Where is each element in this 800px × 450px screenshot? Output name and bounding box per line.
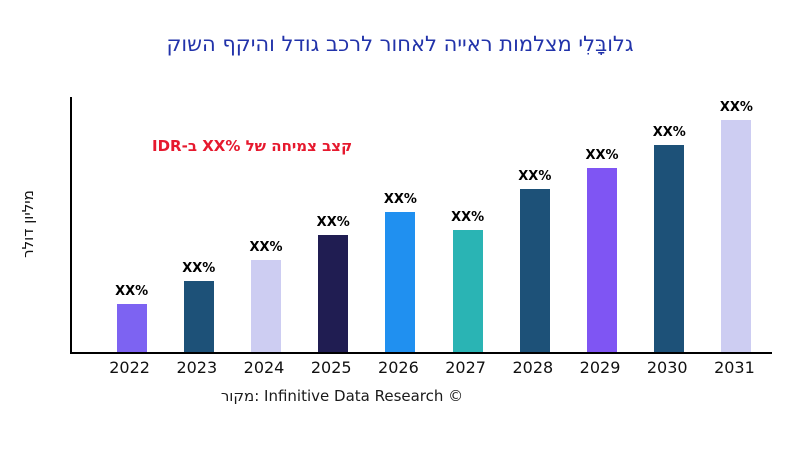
- bar-value-label: XX%: [182, 260, 216, 276]
- bar-value-label: XX%: [652, 125, 686, 141]
- bar-value-label: XX%: [585, 148, 619, 164]
- bar-value-label: XX%: [451, 209, 485, 225]
- bar-value-label: XX%: [383, 191, 417, 207]
- bar-value-label: XX%: [115, 283, 149, 299]
- bar-group: XX%: [98, 97, 165, 352]
- bar-group: XX%: [300, 97, 367, 352]
- bar: [183, 280, 214, 352]
- bar-group: XX%: [703, 97, 770, 352]
- bar: [721, 119, 752, 352]
- source-caption: מקור: Infinitive Data Research ©: [220, 387, 464, 405]
- bar-group: XX%: [232, 97, 299, 352]
- bar: [519, 188, 550, 352]
- x-tick-label: 2029: [579, 358, 621, 377]
- bar-group: XX%: [434, 97, 501, 352]
- bar: [318, 234, 349, 352]
- chart-title: גלובָּלִי מצלמות ראייה לאחור לרכב גודל ו…: [166, 32, 634, 56]
- bar-group: XX%: [636, 97, 703, 352]
- x-tick-label: 2024: [243, 358, 285, 377]
- bar-group: XX%: [501, 97, 568, 352]
- bar-value-label: XX%: [316, 214, 350, 230]
- x-tick-label: 2031: [714, 358, 755, 377]
- bar-group: XX%: [367, 97, 434, 352]
- bar-group: XX%: [568, 97, 635, 352]
- y-axis-label: מיליון דולר: [19, 190, 37, 258]
- x-tick-label: 2027: [445, 358, 486, 377]
- x-tick-label: 2028: [512, 358, 554, 377]
- x-tick-label: 2023: [176, 358, 218, 377]
- bar: [654, 145, 685, 352]
- bar: [385, 211, 416, 352]
- x-tick-label: 2025: [310, 358, 352, 377]
- bar: [587, 168, 618, 352]
- bar-value-label: XX%: [249, 240, 283, 256]
- bar: [251, 260, 281, 352]
- bars-container: XX% XX% XX% XX% XX% XX% XX% XX% XX% XX%: [72, 97, 772, 352]
- x-axis-tick-labels: 2022 2023 2024 2025 2026 2027 2028 2029 2030 2031: [70, 358, 770, 377]
- x-tick-label: 2026: [378, 358, 419, 377]
- bar-value-label: XX%: [719, 99, 753, 115]
- x-tick-label: 2022: [109, 358, 150, 377]
- plot-area: קצב צמיחה של %XX ב-IDR XX% XX% XX% XX% XX% XX…: [70, 97, 772, 354]
- bar: [452, 229, 483, 352]
- growth-rate-annotation: קצב צמיחה של %XX ב-IDR: [152, 137, 353, 155]
- x-tick-label: 2030: [646, 358, 688, 377]
- bar-value-label: XX%: [518, 168, 552, 184]
- bar: [116, 303, 147, 352]
- bar-group: XX%: [165, 97, 232, 352]
